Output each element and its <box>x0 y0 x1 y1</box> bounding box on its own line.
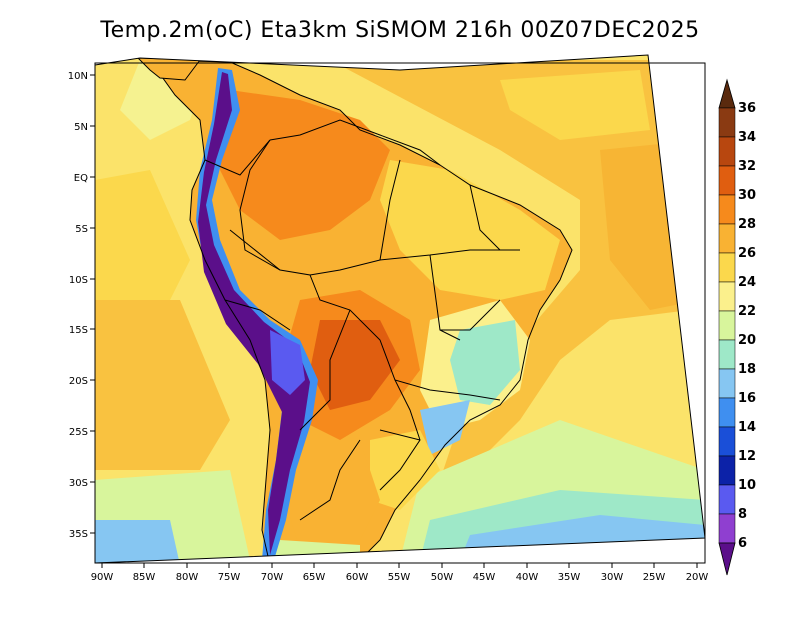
altiplano-cold <box>270 330 305 395</box>
internal-border-f <box>299 429 421 521</box>
lon-label-40w: 40W <box>516 572 539 583</box>
atlantic-north-patch <box>500 70 650 140</box>
colorbar-label-24: 24 <box>738 275 756 290</box>
lon-label-60w: 60W <box>346 572 369 583</box>
lat-label-10s: 10S <box>69 275 88 286</box>
colorbar-segment <box>718 397 736 428</box>
lon-label-45w: 45W <box>473 572 496 583</box>
pacific-mild-band <box>95 170 190 300</box>
colorbar-segment <box>718 513 736 544</box>
country-borders <box>149 59 573 563</box>
lat-label-eq: EQ <box>74 173 88 184</box>
map-field <box>95 55 705 563</box>
internal-border-d <box>204 139 291 331</box>
internal-border-e <box>440 184 501 331</box>
lon-label-90w: 90W <box>91 572 114 583</box>
lat-label-30s: 30S <box>69 478 88 489</box>
colorbar-label-8: 8 <box>738 507 747 522</box>
plot-box <box>94 62 706 564</box>
map-title: Temp.2m(oC) Eta3km SiSMOM 216h 00Z07DEC2… <box>100 18 700 43</box>
colorbar-label-22: 22 <box>738 304 756 319</box>
latitude-axis: 10N 5N EQ 5S 10S 15S 20S 25S 30S 35S <box>68 71 95 540</box>
colorbar-bottom-arrow <box>718 542 736 576</box>
lon-label-50w: 50W <box>431 572 454 583</box>
colorbar-segment <box>718 484 736 515</box>
brazil-border <box>239 119 441 491</box>
colorbar: 36 34 32 30 28 26 24 22 20 18 16 14 12 1… <box>718 78 756 576</box>
lon-label-85w: 85W <box>133 572 156 583</box>
chaco-hot-zone <box>310 320 400 410</box>
lon-label-80w: 80W <box>176 572 199 583</box>
andes-coldest-ribbon <box>198 72 310 555</box>
lat-label-35s: 35S <box>69 529 88 540</box>
colorbar-segment <box>718 223 736 254</box>
colorbar-segment <box>718 426 736 457</box>
southern-brazil-mild <box>370 430 440 510</box>
lon-label-65w: 65W <box>303 572 326 583</box>
internal-border-a <box>309 249 520 276</box>
lat-label-15s: 15S <box>69 325 88 336</box>
lat-label-5s: 5S <box>75 224 88 235</box>
colorbar-label-28: 28 <box>738 217 756 232</box>
lon-label-20w: 20W <box>686 572 709 583</box>
colorbar-label-18: 18 <box>738 362 756 377</box>
colorbar-label-12: 12 <box>738 449 756 464</box>
colorbar-label-26: 26 <box>738 246 756 261</box>
lon-label-75w: 75W <box>218 572 241 583</box>
lon-label-35w: 35W <box>558 572 581 583</box>
lon-label-70w: 70W <box>261 572 284 583</box>
colorbar-label-20: 20 <box>738 333 756 348</box>
colorbar-segment <box>718 455 736 486</box>
lon-label-55w: 55W <box>388 572 411 583</box>
colorbar-label-10: 10 <box>738 478 756 493</box>
colorbar-label-30: 30 <box>738 188 756 203</box>
southeast-cool-zone <box>450 320 520 405</box>
lon-label-25w: 25W <box>643 572 666 583</box>
pampa-warm <box>285 440 380 550</box>
colorbar-segment <box>718 107 736 138</box>
colorbar-segment <box>718 339 736 370</box>
internal-border-c <box>299 309 501 431</box>
colorbar-label-32: 32 <box>738 159 756 174</box>
colorbar-segment <box>718 310 736 341</box>
colorbar-top-arrow <box>718 78 736 109</box>
amazon-hot-zone <box>215 90 390 240</box>
lat-label-5n: 5N <box>74 122 88 133</box>
lat-label-10n: 10N <box>68 71 88 82</box>
colorbar-segment <box>718 194 736 225</box>
colorbar-segment <box>718 368 736 399</box>
colorbar-segment <box>718 136 736 167</box>
colorbar-label-36: 36 <box>738 101 756 116</box>
serra-cold-zone <box>420 400 470 455</box>
lat-label-25s: 25S <box>69 427 88 438</box>
colorbar-label-16: 16 <box>738 391 756 406</box>
colorbar-segment <box>718 281 736 312</box>
colorbar-label-34: 34 <box>738 130 756 145</box>
lon-label-30w: 30W <box>601 572 624 583</box>
northeast-warm-zone <box>380 160 560 300</box>
southern-pacific-cold <box>95 520 180 563</box>
pacific-warm-band <box>95 300 230 470</box>
colorbar-label-14: 14 <box>738 420 756 435</box>
longitude-axis: 90W 85W 80W 75W 70W 65W 60W 55W 50W 45W … <box>91 563 709 583</box>
colorbar-segment <box>718 252 736 283</box>
colorbar-segment <box>718 165 736 196</box>
colorbar-label-6: 6 <box>738 536 747 551</box>
south-america-coastline <box>149 59 573 563</box>
lat-label-20s: 20S <box>69 376 88 387</box>
